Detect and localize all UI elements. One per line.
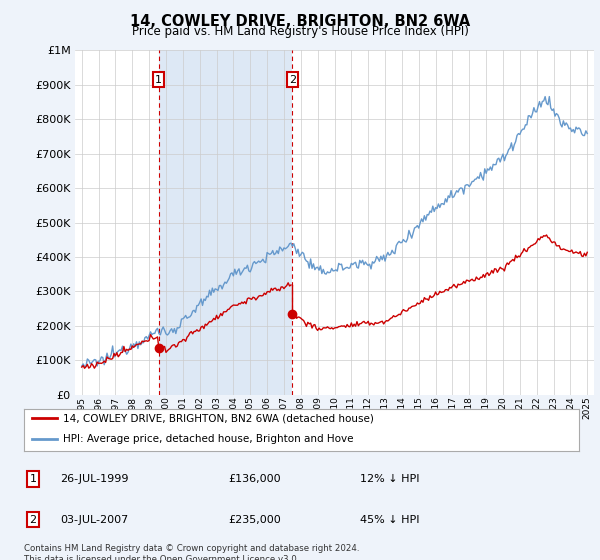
Text: 14, COWLEY DRIVE, BRIGHTON, BN2 6WA: 14, COWLEY DRIVE, BRIGHTON, BN2 6WA	[130, 14, 470, 29]
Text: 1: 1	[29, 474, 37, 484]
Text: 26-JUL-1999: 26-JUL-1999	[60, 474, 128, 484]
Text: 2: 2	[289, 74, 296, 85]
Text: Price paid vs. HM Land Registry's House Price Index (HPI): Price paid vs. HM Land Registry's House …	[131, 25, 469, 38]
Text: 14, COWLEY DRIVE, BRIGHTON, BN2 6WA (detached house): 14, COWLEY DRIVE, BRIGHTON, BN2 6WA (det…	[63, 413, 374, 423]
Text: HPI: Average price, detached house, Brighton and Hove: HPI: Average price, detached house, Brig…	[63, 434, 353, 444]
Text: 12% ↓ HPI: 12% ↓ HPI	[360, 474, 419, 484]
Text: Contains HM Land Registry data © Crown copyright and database right 2024.
This d: Contains HM Land Registry data © Crown c…	[24, 544, 359, 560]
Text: 03-JUL-2007: 03-JUL-2007	[60, 515, 128, 525]
Bar	[159, 50, 292, 395]
Text: 2: 2	[29, 515, 37, 525]
Text: 1: 1	[155, 74, 162, 85]
Text: 45% ↓ HPI: 45% ↓ HPI	[360, 515, 419, 525]
Text: £235,000: £235,000	[228, 515, 281, 525]
Text: £136,000: £136,000	[228, 474, 281, 484]
